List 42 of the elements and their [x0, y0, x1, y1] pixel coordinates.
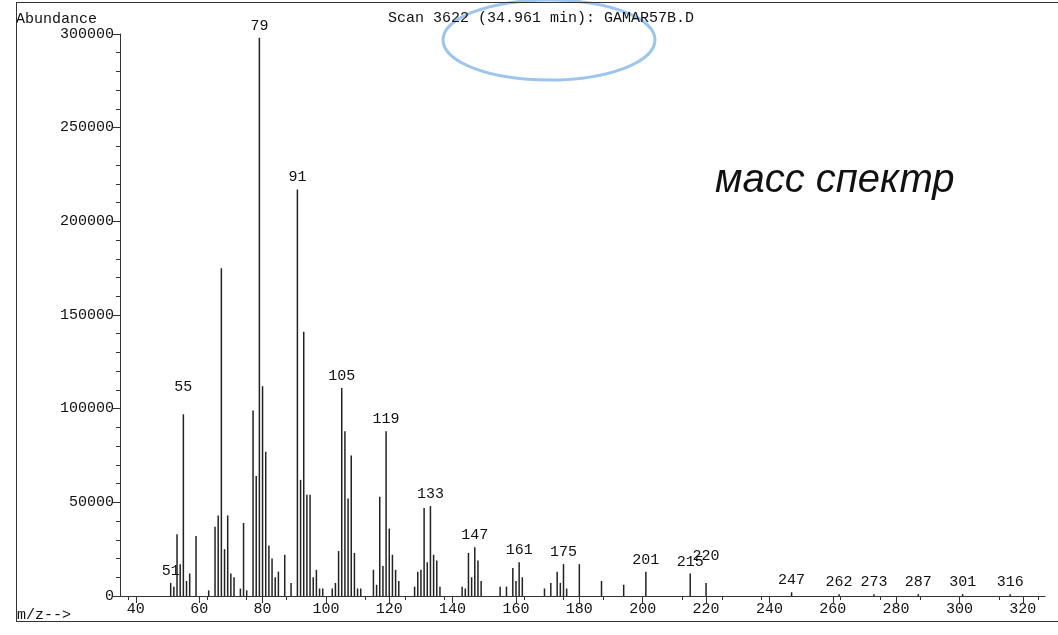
y-tick-label: 300000: [59, 25, 114, 43]
annotation: 262: [825, 574, 853, 592]
y-tick-label: 100000: [59, 400, 114, 418]
x-tick-label: 280: [882, 601, 910, 618]
annotation: 316: [996, 574, 1024, 592]
annotation: 79: [250, 17, 269, 35]
x-tick-label: 100: [312, 601, 340, 618]
annotation: масс спектр: [715, 156, 955, 200]
x-tick-label: 60: [190, 601, 209, 618]
y-tick-label: 50000: [68, 493, 114, 511]
annotation: 301: [949, 574, 977, 592]
x-tick-label: 300: [945, 601, 973, 618]
x-tick-label: 40: [126, 601, 145, 618]
annotation: 105: [328, 368, 356, 386]
x-tick-label: 240: [755, 601, 783, 618]
x-tick-label: 220: [692, 601, 720, 618]
x-tick-label: 200: [629, 601, 657, 618]
annotation: 273: [860, 574, 888, 592]
annotation: 119: [372, 411, 400, 429]
x-tick-label: 80: [253, 601, 272, 618]
annotation: 201: [632, 551, 660, 569]
annotation: 91: [288, 169, 307, 187]
y-tick-label: 250000: [59, 119, 114, 137]
x-tick-label: 180: [565, 601, 593, 618]
x-tick-label: 140: [439, 601, 467, 618]
chart-title: Scan 3622 (34.961 min): GAMAR57B.D: [388, 10, 695, 27]
y-tick-label: 200000: [59, 212, 114, 230]
x-tick-label: 160: [502, 601, 530, 618]
x-tick-label: 120: [375, 601, 403, 618]
annotation: 175: [549, 544, 577, 562]
annotation: 287: [904, 574, 932, 592]
annotation: 55: [174, 379, 193, 397]
annotation: 133: [416, 486, 444, 504]
y-tick-label: 150000: [59, 306, 114, 324]
annotation: 247: [778, 572, 806, 590]
y-axis-title: Abundance: [16, 10, 98, 28]
annotation: 161: [505, 542, 533, 560]
x-tick-label: 260: [819, 601, 847, 618]
annotation: 147: [461, 527, 489, 545]
y-tick-label: 0: [104, 587, 114, 605]
x-tick-label: 320: [1009, 601, 1037, 618]
x-axis-title: m/z-->: [17, 607, 72, 624]
